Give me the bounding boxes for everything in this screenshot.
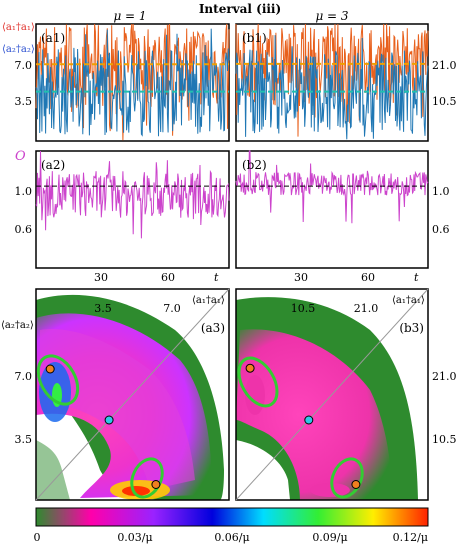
b2-xtick-60: 60: [361, 271, 375, 284]
a2-xtick-60: 60: [161, 271, 175, 284]
panel-a1-series: [35, 23, 230, 141]
series-line-a2-0: [35, 150, 230, 239]
colorbar-tick-0: 0: [34, 531, 41, 544]
b1-ytick-low: 10.5: [432, 95, 456, 108]
b3-xtick-low: 10.5: [291, 302, 316, 315]
b2-ytick-high: 1.0: [432, 185, 450, 198]
a2-ytick-low: 0.6: [15, 223, 33, 236]
figure-title: Interval (iii): [199, 2, 281, 16]
panel-b1-series: [235, 23, 429, 140]
a2-ylabel: O: [15, 149, 26, 164]
heatmap-points: [45, 363, 361, 489]
series-line-b1-1: [235, 35, 429, 140]
a3-xtick-low: 3.5: [94, 302, 112, 315]
series-line-b2-0: [235, 150, 429, 224]
b1-ytick-high: 21.0: [432, 59, 456, 72]
point-a3-1: [104, 415, 114, 425]
b3-diagonal: [235, 288, 429, 501]
a2-xlabel: t: [214, 271, 219, 284]
a3-xlabel: ⟨a₁†a₁⟩: [192, 295, 225, 306]
mu-left-label: μ = 1: [113, 9, 146, 23]
panel-b3-label: (b3): [399, 321, 424, 335]
a3-diagonal: [35, 288, 230, 501]
point-b3-1: [304, 415, 314, 425]
b2-ytick-low: 0.6: [432, 223, 450, 236]
colorbar-tick-4: 0.12/μ: [393, 531, 428, 544]
panel-b2-frame: [235, 150, 429, 269]
a3-ytick-high: 7.0: [15, 370, 33, 383]
point-b3-2: [351, 480, 361, 489]
a2-xtick-30: 30: [94, 271, 108, 284]
b2-xtick-30: 30: [294, 271, 308, 284]
a3-ytick-low: 3.5: [15, 433, 33, 446]
b3-xlabel: ⟨a₁†a₁⟩: [392, 295, 425, 306]
panel-a1-label: (a1): [41, 31, 65, 45]
colorbar-tick-1: 0.03/μ: [117, 531, 152, 544]
panel-b2-series: [235, 150, 429, 224]
b3-contour-upper: [237, 356, 279, 408]
mu-right-label: μ = 3: [315, 9, 348, 23]
panel-a2-frame: [35, 150, 230, 269]
panel-a3-label: (a3): [201, 321, 225, 335]
a1-ytick-low: 3.5: [15, 95, 33, 108]
b2-xlabel: t: [414, 271, 419, 284]
colorbar: [35, 507, 429, 527]
point-b3-0: [245, 363, 255, 373]
panel-a3-frame: [35, 288, 230, 501]
panel-a2-series: [35, 150, 230, 239]
panel-b1-label: (b1): [242, 31, 267, 45]
panel-a1-frame: [35, 23, 230, 142]
a3-xtick-high: 7.0: [163, 302, 181, 315]
point-a3-0: [45, 364, 55, 374]
a3-contour-upper: [36, 354, 80, 406]
a1-ylabel-n2: ⟨a₂†a₂⟩: [2, 44, 35, 55]
a3-ylabel: ⟨a₂†a₂⟩: [1, 320, 34, 331]
panel-a2-label: (a2): [41, 158, 65, 172]
b3-ytick-high: 21.0: [432, 370, 456, 383]
a2-ytick-high: 1.0: [15, 185, 33, 198]
panel-b2-label: (b2): [242, 158, 267, 172]
colorbar-tick-3: 0.09/μ: [312, 531, 347, 544]
b3-xtick-high: 21.0: [354, 302, 379, 315]
point-a3-2: [151, 480, 161, 489]
b3-ytick-low: 10.5: [432, 433, 456, 446]
a1-ytick-high: 7.0: [15, 59, 33, 72]
colorbar-tick-2: 0.06/μ: [214, 531, 249, 544]
a1-ylabel-n1: ⟨a₁†a₁⟩: [2, 22, 35, 33]
panel-b3-frame: [235, 288, 429, 501]
